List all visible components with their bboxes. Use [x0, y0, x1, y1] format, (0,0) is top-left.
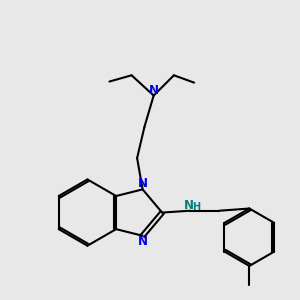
Text: N: N — [149, 83, 159, 97]
Text: H: H — [192, 202, 200, 212]
Text: N: N — [184, 199, 194, 212]
Text: N: N — [138, 235, 148, 248]
Text: N: N — [138, 177, 148, 190]
